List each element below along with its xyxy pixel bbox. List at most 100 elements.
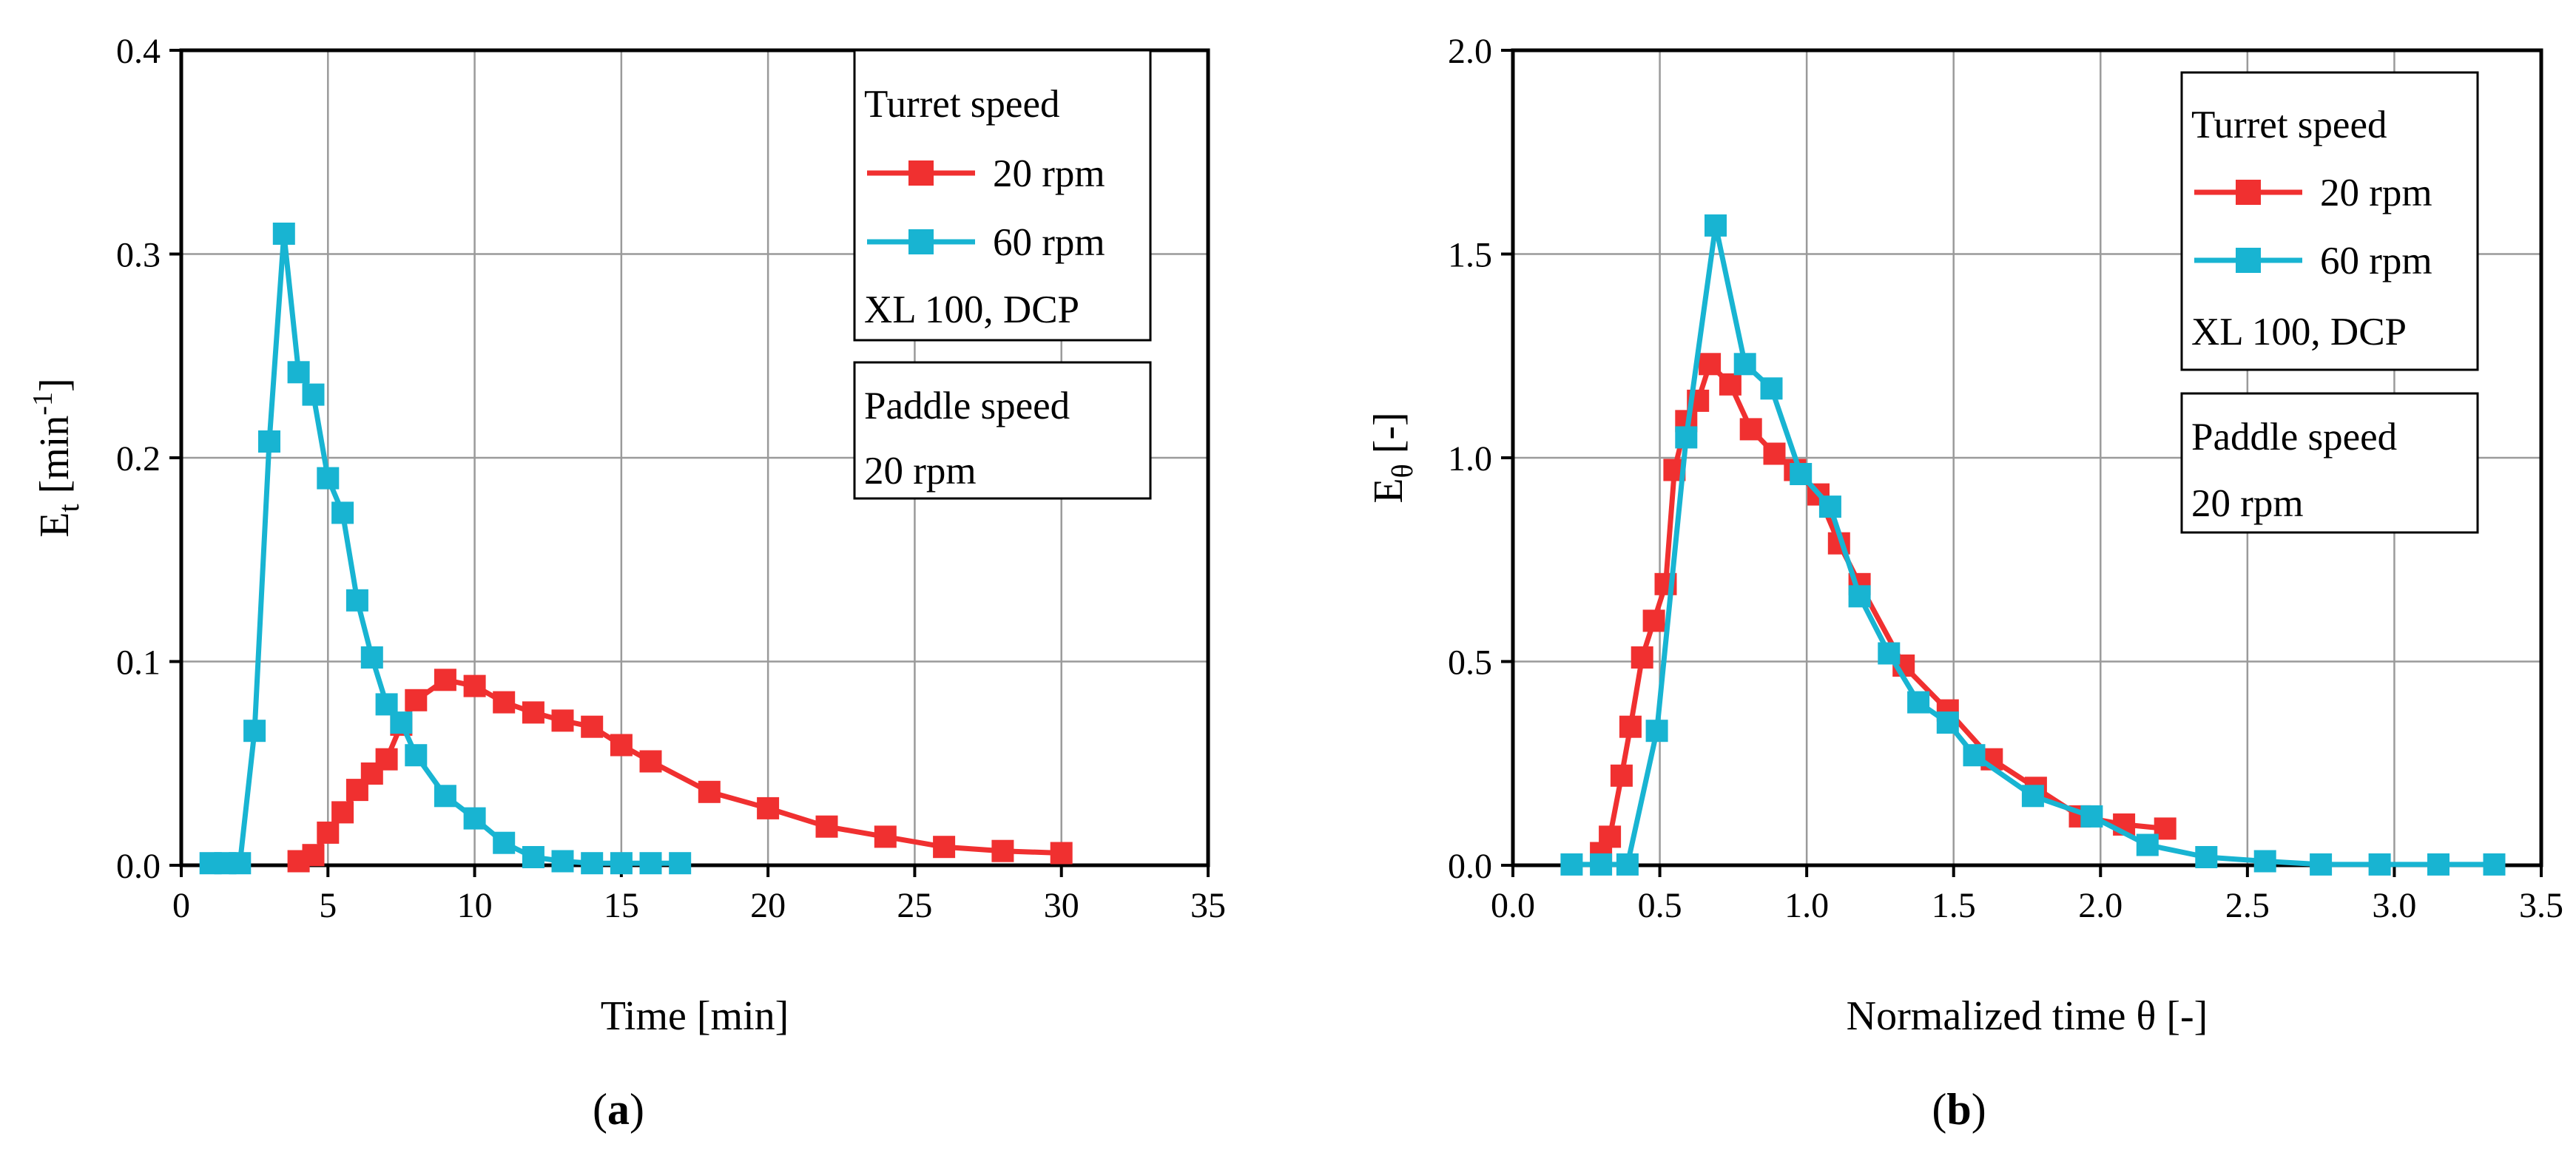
panel-label-b-open: (: [1932, 1085, 1946, 1134]
point-a-20rpm-12: [522, 701, 544, 724]
legend-entry-a-60rpm: 60 rpm: [993, 221, 1105, 264]
point-b-60rpm-6: [1733, 353, 1756, 376]
point-a-60rpm-14: [405, 744, 428, 767]
y-tick-label-b-1: 0.5: [1448, 643, 1492, 683]
point-a-20rpm-6: [375, 748, 398, 771]
point-a-60rpm-8: [317, 467, 340, 490]
chart-panel-a: 0 5 10 15 20 25 30 35 0.0 0.1 0.2 0.3 0.4 Turret spe…: [27, 32, 1226, 1134]
y-tick-label-a-0: 0.0: [116, 847, 161, 886]
point-a-60rpm-19: [551, 850, 574, 873]
y-tick-label-b-2: 1.0: [1448, 439, 1492, 478]
point-b-60rpm-21: [2368, 853, 2391, 876]
y-axis-title-a-unit: [min: [32, 416, 78, 504]
legend-swatch-marker-b-20rpm: [2236, 180, 2261, 205]
series-group-b: [1560, 214, 2506, 876]
point-a-60rpm-22: [639, 852, 662, 875]
x-axis-title-a: Time [min]: [601, 993, 789, 1039]
legend-note-b: XL 100, DCP: [2191, 311, 2407, 354]
x-tick-label-a-5: 25: [897, 886, 932, 925]
point-b-20rpm-4: [1631, 646, 1653, 669]
point-b-20rpm-10: [1699, 353, 1722, 376]
y-axis-title-a: Et [min-1]: [27, 378, 85, 537]
point-b-20rpm-13: [1763, 442, 1786, 465]
panel-label-a-open: (: [593, 1085, 607, 1134]
x-tick-label-b-4: 2.0: [2078, 886, 2122, 925]
point-a-20rpm-8: [405, 689, 428, 711]
point-b-60rpm-20: [2310, 853, 2333, 876]
point-b-60rpm-1: [1590, 853, 1613, 876]
point-a-60rpm-17: [493, 831, 516, 854]
x-tick-label-a-1: 5: [319, 886, 337, 925]
point-b-60rpm-19: [2253, 850, 2276, 873]
legend-title-b: Turret speed: [2191, 104, 2387, 146]
point-a-60rpm-2: [229, 852, 252, 875]
point-b-60rpm-22: [2427, 853, 2449, 876]
legend-note2-value-a: 20 rpm: [864, 450, 977, 493]
point-b-20rpm-2: [1610, 764, 1633, 787]
x-tick-label-b-1: 0.5: [1638, 886, 1682, 925]
point-b-60rpm-5: [1705, 214, 1727, 237]
y-axis-title-b: Eθ [-]: [1366, 412, 1419, 503]
point-a-20rpm-20: [874, 825, 897, 848]
legend-box-a: [853, 49, 1152, 342]
point-b-60rpm-10: [1848, 585, 1871, 608]
point-a-20rpm-11: [493, 691, 516, 714]
y-axis-title-b-main: E: [1366, 478, 1412, 503]
point-b-60rpm-3: [1645, 720, 1668, 743]
point-b-20rpm-11: [1719, 373, 1742, 396]
point-b-60rpm-7: [1760, 377, 1783, 400]
point-a-60rpm-10: [345, 589, 368, 612]
point-a-20rpm-13: [551, 709, 574, 732]
panel-label-b-close: ): [1972, 1085, 1986, 1134]
point-a-20rpm-17: [698, 780, 721, 803]
point-b-60rpm-16: [2080, 805, 2103, 828]
point-a-20rpm-14: [581, 715, 604, 738]
panel-label-a: (a): [593, 1085, 644, 1134]
legend-title-a: Turret speed: [864, 83, 1059, 126]
panel-label-b: (b): [1932, 1085, 1986, 1134]
x-tick-label-a-4: 20: [750, 886, 786, 925]
point-a-60rpm-7: [302, 383, 325, 406]
y-axis-title-b-sub: θ: [1386, 464, 1419, 478]
panel-label-a-letter: a: [607, 1085, 630, 1134]
x-tick-label-a-6: 30: [1044, 886, 1079, 925]
point-b-60rpm-23: [2483, 853, 2506, 876]
panel-label-b-letter: b: [1946, 1085, 1971, 1134]
y-tick-label-a-2: 0.2: [116, 439, 161, 478]
series-line-a-60rpm: [210, 231, 681, 866]
point-a-20rpm-1: [302, 844, 325, 867]
y-tick-label-a-3: 0.3: [116, 236, 161, 275]
series-group-a: [199, 223, 1073, 875]
point-b-60rpm-12: [1907, 691, 1930, 714]
legend-entry-b-20rpm: 20 rpm: [2320, 172, 2432, 214]
point-a-20rpm-3: [331, 801, 354, 824]
legend-swatch-marker-a-60rpm: [908, 229, 934, 254]
y-axis-title-a-main: E: [32, 512, 78, 537]
y-axis-title-b-unit: [-]: [1366, 412, 1412, 464]
point-a-20rpm-23: [1050, 842, 1073, 865]
y-tick-label-a-4: 0.4: [116, 32, 161, 71]
point-b-60rpm-4: [1675, 426, 1698, 449]
legend-entry-b-60rpm: 60 rpm: [2320, 240, 2432, 283]
point-a-60rpm-4: [258, 430, 280, 453]
x-tick-label-b-2: 1.0: [1784, 886, 1829, 925]
x-tick-label-a-2: 10: [457, 886, 493, 925]
legend-entry-a-20rpm: 20 rpm: [993, 152, 1105, 195]
legend-box2-a: [853, 361, 1152, 500]
x-tick-label-b-6: 3.0: [2372, 886, 2416, 925]
point-a-20rpm-16: [639, 750, 662, 773]
point-a-60rpm-18: [522, 846, 544, 868]
y-axis-title-a-sup: -1: [27, 392, 58, 416]
legend-note2-title-a: Paddle speed: [864, 385, 1070, 427]
legend-note-a: XL 100, DCP: [864, 288, 1079, 331]
point-a-60rpm-9: [331, 501, 354, 524]
point-b-60rpm-15: [2021, 785, 2044, 808]
point-b-20rpm-1: [1599, 825, 1622, 848]
legend-note2-title-b: Paddle speed: [2191, 416, 2397, 459]
legend-swatch-marker-a-20rpm: [908, 160, 934, 186]
point-a-20rpm-18: [757, 796, 780, 819]
x-tick-label-a-3: 15: [604, 886, 639, 925]
panel-label-a-close: ): [630, 1085, 644, 1134]
y-tick-label-b-3: 1.5: [1448, 236, 1492, 275]
